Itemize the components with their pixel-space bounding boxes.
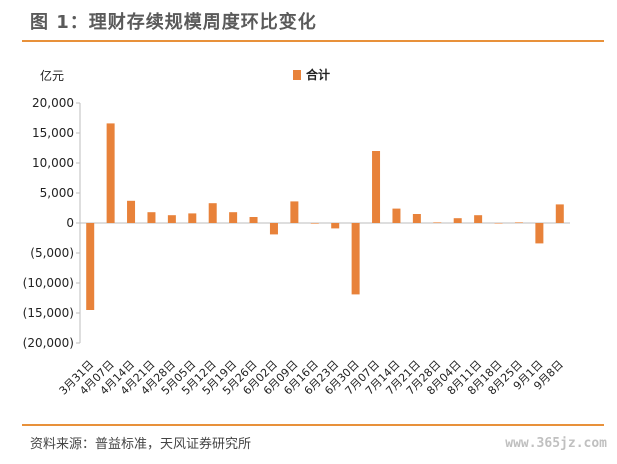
bar	[535, 223, 544, 244]
y-tick-label: (5,000)	[30, 246, 74, 260]
bar-chart: 20,000 15,000 10,000 5,000 0 (5,000) (10,000) (…	[23, 67, 570, 398]
bar	[229, 212, 238, 223]
chart-axes	[76, 102, 570, 344]
legend: 合计	[293, 67, 330, 82]
bar	[494, 223, 503, 224]
bar	[290, 201, 299, 223]
bar	[474, 215, 483, 223]
y-tick-label: 0	[66, 216, 74, 230]
bar	[392, 208, 401, 223]
bar	[249, 217, 258, 223]
bar	[310, 223, 319, 224]
watermark: www.365jz.com	[505, 436, 607, 451]
y-tick-label: 20,000	[32, 96, 74, 110]
bar	[188, 213, 197, 223]
y-tick-label: 5,000	[40, 186, 74, 200]
y-tick-label: 15,000	[32, 126, 74, 140]
bar	[167, 215, 176, 223]
bar	[514, 222, 523, 223]
y-tick-label: (20,000)	[23, 336, 74, 350]
bar	[351, 223, 360, 295]
y-axis-unit-label: 亿元	[40, 68, 64, 83]
y-tick-label: (15,000)	[23, 306, 74, 320]
y-tick-label: 10,000	[32, 156, 74, 170]
bar	[269, 223, 278, 235]
legend-swatch	[293, 70, 301, 80]
bar	[433, 222, 442, 223]
bar	[127, 200, 136, 223]
bar	[412, 214, 421, 223]
bar	[208, 203, 217, 223]
figure-title: 图 1：理财存续规模周度环比变化	[30, 12, 317, 33]
title-divider	[22, 40, 604, 42]
bar	[147, 212, 156, 223]
tick-labels-group: 20,000 15,000 10,000 5,000 0 (5,000) (10,000) (…	[23, 96, 566, 398]
bars-group	[86, 123, 564, 310]
bar	[86, 223, 95, 310]
footer-divider	[22, 424, 604, 426]
bar	[372, 151, 381, 223]
y-tick-label: (10,000)	[23, 276, 74, 290]
bar	[453, 218, 462, 223]
bar	[331, 223, 340, 229]
legend-label: 合计	[306, 67, 330, 82]
bar	[555, 204, 564, 223]
bar	[106, 123, 115, 223]
source-note: 资料来源：普益标准，天风证券研究所	[30, 437, 252, 452]
